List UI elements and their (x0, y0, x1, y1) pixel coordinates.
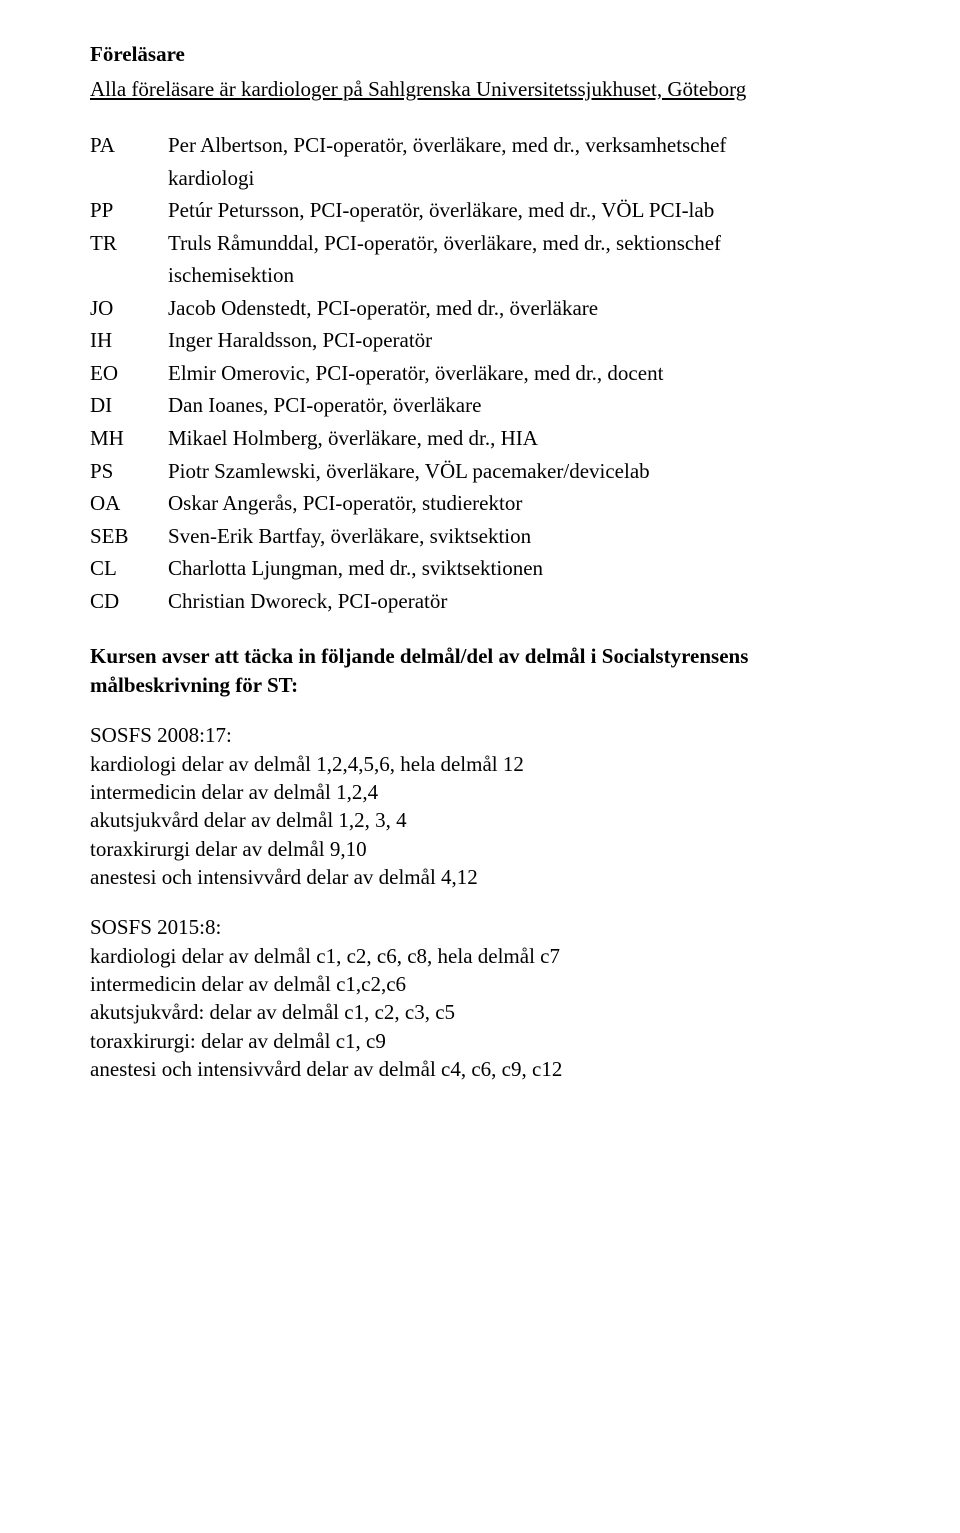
lecturer-description: Inger Haraldsson, PCI-operatör (168, 324, 870, 357)
lecturer-description: Dan Ioanes, PCI-operatör, överläkare (168, 389, 870, 422)
course-block-line: intermedicin delar av delmål c1,c2,c6 (90, 970, 870, 998)
section-subtitle: Alla föreläsare är kardiologer på Sahlgr… (90, 73, 870, 106)
lecturer-code: CL (90, 552, 164, 585)
lecturer-description: Mikael Holmberg, överläkare, med dr., HI… (168, 422, 870, 455)
course-block-line: kardiologi delar av delmål 1,2,4,5,6, he… (90, 750, 870, 778)
course-block-line: intermedicin delar av delmål 1,2,4 (90, 778, 870, 806)
lecturer-code: EO (90, 357, 164, 390)
course-block-line: akutsjukvård: delar av delmål c1, c2, c3… (90, 998, 870, 1026)
course-block-line: toraxkirurgi delar av delmål 9,10 (90, 835, 870, 863)
lecturer-description: Sven-Erik Bartfay, överläkare, sviktsekt… (168, 520, 870, 553)
lecturer-description: Christian Dworeck, PCI-operatör (168, 585, 870, 618)
lecturer-code (90, 162, 164, 195)
course-block-line: toraxkirurgi: delar av delmål c1, c9 (90, 1027, 870, 1055)
lecturer-code (90, 259, 164, 292)
document-page: Föreläsare Alla föreläsare är kardiologe… (0, 0, 960, 1533)
lecturer-code: IH (90, 324, 164, 357)
lecturer-description: Piotr Szamlewski, överläkare, VÖL pacema… (168, 455, 870, 488)
course-block-line: anestesi och intensivvård delar av delmå… (90, 1055, 870, 1083)
lecturer-description: Per Albertson, PCI-operatör, överläkare,… (168, 129, 870, 162)
course-intro-line: målbeskrivning för ST: (90, 671, 870, 699)
lecturer-description: Truls Råmunddal, PCI-operatör, överläkar… (168, 227, 870, 260)
lecturer-code: DI (90, 389, 164, 422)
lecturer-code: OA (90, 487, 164, 520)
lecturer-code: PP (90, 194, 164, 227)
lecturer-description: Charlotta Ljungman, med dr., sviktsektio… (168, 552, 870, 585)
course-block-line: akutsjukvård delar av delmål 1,2, 3, 4 (90, 806, 870, 834)
lecturer-code: CD (90, 585, 164, 618)
lecturer-description: Oskar Angerås, PCI-operatör, studierekto… (168, 487, 870, 520)
lecturer-code: TR (90, 227, 164, 260)
lecturer-code: PS (90, 455, 164, 488)
lecturer-description: Jacob Odenstedt, PCI-operatör, med dr., … (168, 292, 870, 325)
section-heading: Föreläsare (90, 38, 870, 71)
course-block-title: SOSFS 2008:17: (90, 721, 870, 749)
lecturer-description: ischemisektion (168, 259, 870, 292)
lecturer-description: kardiologi (168, 162, 870, 195)
course-block-line: kardiologi delar av delmål c1, c2, c6, c… (90, 942, 870, 970)
lecturer-code: JO (90, 292, 164, 325)
lecturer-code: PA (90, 129, 164, 162)
lecturer-description: Elmir Omerovic, PCI-operatör, överläkare… (168, 357, 870, 390)
spacer (90, 617, 870, 642)
course-block: SOSFS 2008:17:kardiologi delar av delmål… (90, 721, 870, 891)
course-block-title: SOSFS 2015:8: (90, 913, 870, 941)
course-intro-line: Kursen avser att täcka in följande delmå… (90, 642, 870, 670)
lecturer-code: SEB (90, 520, 164, 553)
lecturer-code: MH (90, 422, 164, 455)
lecturer-description: Petúr Petursson, PCI-operatör, överläkar… (168, 194, 870, 227)
lecturer-list: PAPer Albertson, PCI-operatör, överläkar… (90, 129, 870, 617)
course-block-line: anestesi och intensivvård delar av delmå… (90, 863, 870, 891)
course-block: SOSFS 2015:8:kardiologi delar av delmål … (90, 913, 870, 1083)
course-intro: Kursen avser att täcka in följande delmå… (90, 642, 870, 699)
course-blocks: SOSFS 2008:17:kardiologi delar av delmål… (90, 721, 870, 1083)
